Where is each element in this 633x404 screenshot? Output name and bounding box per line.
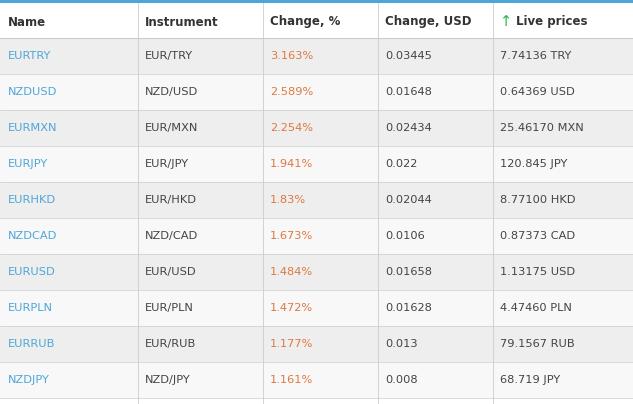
Text: 0.03445: 0.03445	[385, 51, 432, 61]
Text: 4.47460 PLN: 4.47460 PLN	[500, 303, 572, 313]
Text: 1.13175 USD: 1.13175 USD	[500, 267, 575, 277]
Text: NZDCAD: NZDCAD	[8, 231, 58, 241]
Text: NZD/JPY: NZD/JPY	[145, 375, 191, 385]
Text: 1.161%: 1.161%	[270, 375, 313, 385]
Text: EURRUB: EURRUB	[8, 339, 55, 349]
Text: Live prices: Live prices	[516, 15, 587, 29]
Text: 0.01658: 0.01658	[385, 267, 432, 277]
Bar	[0, 38, 633, 74]
Text: 0.01628: 0.01628	[385, 303, 432, 313]
Text: ↑: ↑	[500, 15, 512, 29]
Text: 0.0106: 0.0106	[385, 231, 425, 241]
Bar	[0, 74, 633, 110]
Text: 120.845 JPY: 120.845 JPY	[500, 159, 567, 169]
Text: 1.484%: 1.484%	[270, 267, 313, 277]
Text: EUR/PLN: EUR/PLN	[145, 303, 194, 313]
Bar	[0, 254, 633, 290]
Text: 0.013: 0.013	[385, 339, 418, 349]
Text: EUR/MXN: EUR/MXN	[145, 123, 198, 133]
Bar	[0, 182, 633, 218]
Text: EUR/HKD: EUR/HKD	[145, 195, 197, 205]
Text: 1.177%: 1.177%	[270, 339, 313, 349]
Text: Change, USD: Change, USD	[385, 15, 472, 29]
Text: 68.719 JPY: 68.719 JPY	[500, 375, 560, 385]
Text: 3.163%: 3.163%	[270, 51, 313, 61]
Text: EURJPY: EURJPY	[8, 159, 48, 169]
Bar	[0, 3, 633, 41]
Text: EURHKD: EURHKD	[8, 195, 56, 205]
Text: 1.941%: 1.941%	[270, 159, 313, 169]
Text: EUR/RUB: EUR/RUB	[145, 339, 196, 349]
Text: EUR/TRY: EUR/TRY	[145, 51, 193, 61]
Bar	[0, 146, 633, 182]
Bar	[0, 362, 633, 398]
Text: EURPLN: EURPLN	[8, 303, 53, 313]
Text: 0.64369 USD: 0.64369 USD	[500, 87, 575, 97]
Text: EURUSD: EURUSD	[8, 267, 56, 277]
Bar	[0, 110, 633, 146]
Text: 0.008: 0.008	[385, 375, 418, 385]
Text: NZD/USD: NZD/USD	[145, 87, 198, 97]
Text: 2.254%: 2.254%	[270, 123, 313, 133]
Text: NZDJPY: NZDJPY	[8, 375, 50, 385]
Text: 79.1567 RUB: 79.1567 RUB	[500, 339, 575, 349]
Text: 0.022: 0.022	[385, 159, 417, 169]
Text: EUR/JPY: EUR/JPY	[145, 159, 189, 169]
Text: 7.74136 TRY: 7.74136 TRY	[500, 51, 572, 61]
Text: Instrument: Instrument	[145, 15, 218, 29]
Text: 1.83%: 1.83%	[270, 195, 306, 205]
Text: EURTRY: EURTRY	[8, 51, 51, 61]
Bar	[0, 0, 633, 3]
Text: EUR/USD: EUR/USD	[145, 267, 197, 277]
Text: 0.02434: 0.02434	[385, 123, 432, 133]
Text: NZD/CAD: NZD/CAD	[145, 231, 198, 241]
Text: 2.589%: 2.589%	[270, 87, 313, 97]
Text: 8.77100 HKD: 8.77100 HKD	[500, 195, 575, 205]
Text: EURMXN: EURMXN	[8, 123, 58, 133]
Text: 0.87373 CAD: 0.87373 CAD	[500, 231, 575, 241]
Bar	[0, 326, 633, 362]
Text: NZDUSD: NZDUSD	[8, 87, 58, 97]
Bar	[0, 290, 633, 326]
Text: 0.02044: 0.02044	[385, 195, 432, 205]
Text: 0.01648: 0.01648	[385, 87, 432, 97]
Bar	[0, 218, 633, 254]
Text: 1.472%: 1.472%	[270, 303, 313, 313]
Text: Change, %: Change, %	[270, 15, 341, 29]
Text: Name: Name	[8, 15, 46, 29]
Text: 1.673%: 1.673%	[270, 231, 313, 241]
Text: 25.46170 MXN: 25.46170 MXN	[500, 123, 584, 133]
